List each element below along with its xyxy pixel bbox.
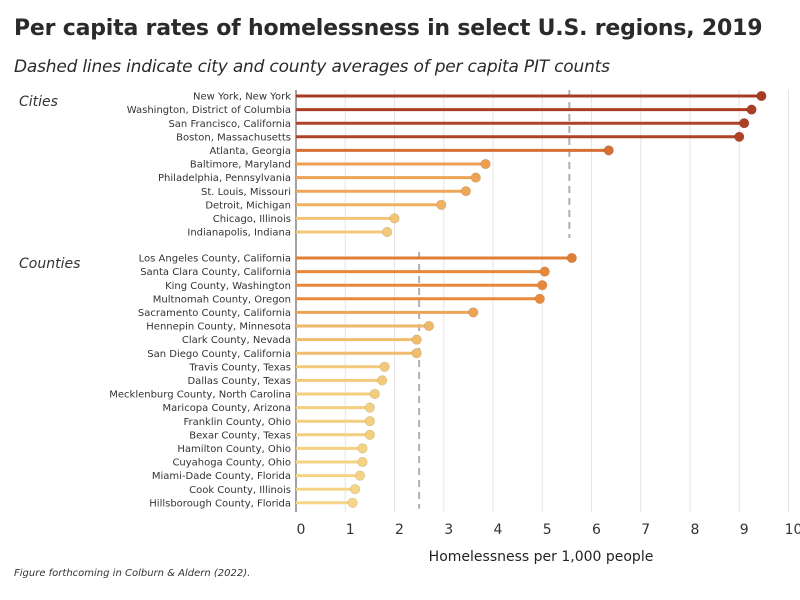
x-tick-label: 4 — [494, 522, 503, 538]
lollipop-point — [739, 118, 750, 129]
lollipop-point — [566, 252, 577, 264]
chart-subtitle: Dashed lines indicate city and county av… — [14, 57, 610, 77]
lollipop-point — [534, 293, 545, 304]
category-label: Santa Clara County, California — [140, 267, 291, 278]
x-tick-label: 5 — [543, 522, 552, 538]
chart-title: Per capita rates of homelessness in sele… — [14, 16, 763, 41]
category-label: Hillsborough County, Florida — [149, 498, 291, 509]
category-label: Washington, District of Columbia — [127, 105, 291, 116]
category-label: Detroit, Michigan — [205, 200, 291, 211]
lollipop-point — [350, 484, 361, 495]
lollipop-point — [480, 158, 491, 170]
category-label: Travis County, Texas — [188, 362, 291, 373]
lollipop-point — [411, 348, 422, 359]
group-label: Cities — [19, 94, 58, 110]
lollipop-point — [436, 199, 447, 210]
category-label: St. Louis, Missouri — [201, 187, 291, 198]
x-tick-label: 2 — [395, 522, 404, 538]
lollipop-point — [423, 320, 435, 332]
x-tick-label: 3 — [444, 522, 453, 538]
category-label: Los Angeles County, California — [139, 254, 291, 265]
lollipop-point — [364, 402, 375, 413]
lollipop-point — [756, 90, 767, 102]
category-label: Maricopa County, Arizona — [163, 403, 291, 414]
lollipop-point — [389, 213, 400, 224]
x-tick-label: 0 — [297, 522, 306, 538]
lollipop-point — [460, 186, 472, 197]
lollipop-point — [468, 307, 479, 318]
x-tick-label: 8 — [691, 522, 700, 538]
lollipop-point — [539, 266, 550, 277]
category-label: Multnomah County, Oregon — [153, 294, 291, 305]
x-axis-label: Homelessness per 1,000 people — [429, 549, 654, 565]
category-label: Cuyahoga County, Ohio — [172, 458, 291, 469]
lollipop-point — [364, 429, 375, 440]
lollipop-point — [411, 334, 422, 345]
lollipop-point — [379, 361, 390, 372]
category-label: San Francisco, California — [168, 119, 291, 130]
x-tick-label: 1 — [346, 522, 355, 538]
category-label: Atlanta, Georgia — [210, 146, 291, 157]
lollipop-point — [357, 443, 368, 454]
category-label: Mecklenburg County, North Carolina — [109, 390, 291, 401]
lollipop-point — [746, 104, 757, 115]
group-label: Counties — [19, 256, 80, 272]
lollipop-point — [382, 226, 393, 238]
chart-caption: Figure forthcoming in Colburn & Aldern (… — [14, 568, 251, 579]
category-label: Boston, Massachusetts — [176, 132, 291, 143]
lollipop-point — [734, 131, 745, 142]
category-label: King County, Washington — [165, 281, 291, 292]
category-label: Dallas County, Texas — [187, 376, 291, 387]
category-label: Indianapolis, Indiana — [187, 228, 291, 239]
x-tick-label: 10 — [785, 522, 800, 538]
category-label: San Diego County, California — [147, 349, 291, 360]
lollipop-point — [364, 416, 375, 427]
lollipop-point — [369, 388, 380, 400]
x-tick-label: 9 — [740, 522, 749, 538]
x-tick-label: 6 — [592, 522, 601, 538]
category-label: Miami-Dade County, Florida — [152, 471, 291, 482]
category-label: Franklin County, Ohio — [183, 417, 291, 428]
x-tick-label: 7 — [641, 522, 650, 538]
category-label: Bexar County, Texas — [189, 430, 291, 441]
category-label: Clark County, Nevada — [182, 335, 291, 346]
lollipop-point — [354, 470, 366, 481]
category-label: Sacramento County, California — [138, 308, 291, 319]
category-label: New York, New York — [193, 92, 291, 103]
lollipop-point — [537, 280, 548, 291]
category-label: Chicago, Illinois — [213, 214, 291, 225]
lollipop-point — [357, 456, 368, 468]
category-label: Philadelphia, Pennsylvania — [158, 173, 291, 184]
lollipop-point — [347, 497, 358, 508]
category-label: Baltimore, Maryland — [190, 160, 291, 171]
lollipop-point — [470, 172, 481, 183]
category-label: Hamilton County, Ohio — [177, 444, 291, 455]
lollipop-point — [377, 375, 388, 386]
lollipop-point — [603, 145, 614, 156]
category-label: Cook County, Illinois — [189, 485, 291, 496]
category-label: Hennepin County, Minnesota — [146, 322, 291, 333]
